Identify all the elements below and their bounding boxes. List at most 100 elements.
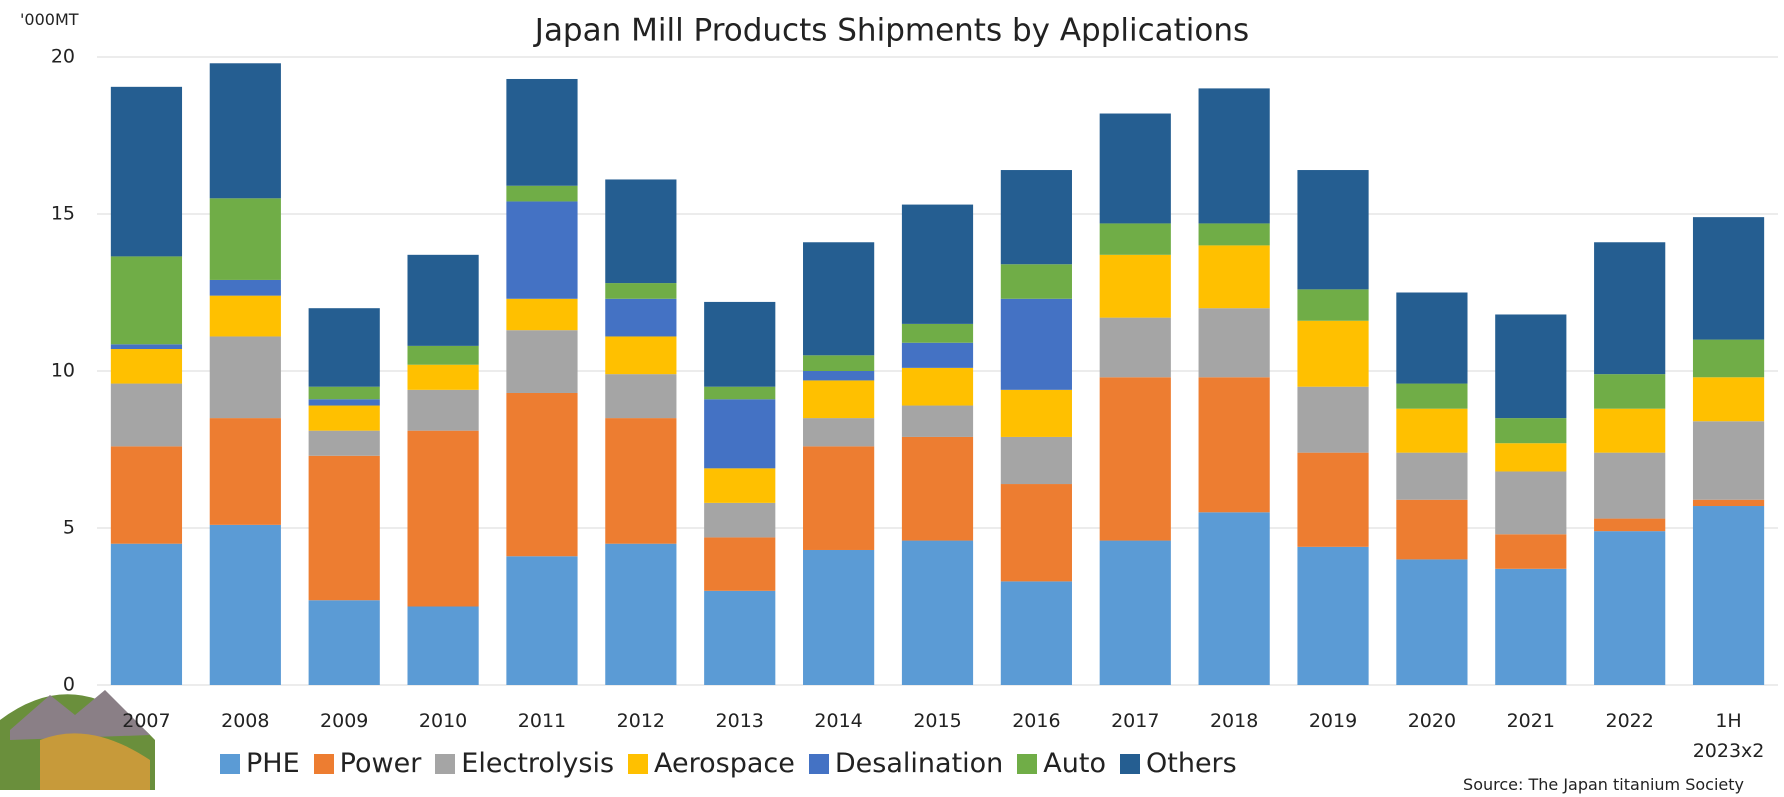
bar-segment — [803, 446, 875, 550]
legend-item: Others — [1120, 748, 1237, 779]
x-tick-label: 2022 — [1605, 710, 1654, 732]
x-tick-label: 2010 — [418, 710, 468, 732]
y-axis-unit: '000MT — [20, 10, 79, 29]
bar-segment — [506, 298, 578, 331]
bar-segment — [308, 386, 380, 400]
bar-segment — [110, 86, 183, 257]
bar-segment — [1396, 499, 1468, 560]
legend-swatch — [808, 753, 829, 774]
bar-segment — [1297, 546, 1369, 685]
legend-item: Aerospace — [628, 748, 795, 779]
bar-segment — [1396, 383, 1468, 409]
bar-segment — [506, 330, 578, 393]
bar-segment — [803, 371, 875, 381]
bar-segment — [605, 374, 677, 419]
bar-segment — [803, 380, 875, 419]
legend-swatch — [1017, 753, 1038, 774]
legend-swatch — [220, 753, 240, 774]
bar-segment — [110, 543, 183, 685]
bar-segment — [1692, 217, 1765, 340]
bar-segment — [1297, 289, 1369, 321]
bar-segment — [110, 344, 183, 350]
x-tick-label: 2017 — [1111, 710, 1160, 732]
bar-segment — [704, 590, 776, 685]
bar-segment — [704, 537, 776, 591]
x-tick-label: 2020 — [1407, 710, 1457, 732]
x-tick-label: 2009 — [320, 710, 369, 732]
legend-item: Electrolysis — [435, 748, 614, 779]
bar-segment — [803, 242, 875, 356]
bar-segment — [308, 308, 380, 387]
x-tick-label: 2021 — [1506, 710, 1555, 732]
bar-segment — [901, 367, 974, 406]
bar-segment — [704, 502, 776, 538]
legend-swatch — [313, 753, 334, 774]
legend-swatch — [628, 753, 649, 774]
bar-segment — [901, 204, 974, 324]
bar-segment — [308, 430, 380, 456]
legend-label: Electrolysis — [461, 748, 615, 779]
bar-segment — [1594, 452, 1666, 519]
legend-item: PHE — [220, 748, 300, 779]
bar-segment — [1396, 292, 1468, 384]
bar-segment — [605, 418, 677, 544]
x-tick-label: 2013 — [715, 710, 764, 732]
bar-segment — [1198, 308, 1270, 378]
bar-segment — [1396, 408, 1468, 453]
chart-title: Japan Mill Products Shipments by Applica… — [533, 13, 1249, 49]
bar-segment — [1692, 499, 1765, 507]
source-note: Source: The Japan titanium Society — [1463, 775, 1744, 794]
legend-label: Power — [339, 748, 422, 779]
bar-segment — [1594, 374, 1666, 409]
bar-segment — [704, 301, 776, 387]
bar-segment — [308, 600, 380, 685]
bar-segment — [407, 345, 479, 365]
x-tick-label: 2007 — [122, 710, 171, 732]
x-tick-label: 2018 — [1209, 710, 1259, 732]
legend-item: Desalination — [808, 748, 1004, 779]
bar-segment — [1000, 264, 1072, 299]
bar-segment — [1099, 540, 1171, 685]
legend-item: Power — [313, 748, 422, 779]
x-tick-label: 2019 — [1308, 710, 1358, 732]
legend-swatch — [1120, 753, 1140, 774]
bar-segment — [1000, 436, 1072, 485]
bar-segment — [605, 179, 677, 284]
bar-segment — [1495, 534, 1567, 569]
bar-segment — [1495, 443, 1567, 472]
bar-segment — [605, 543, 677, 685]
bar-segment — [704, 468, 776, 503]
bar-segment — [1000, 484, 1072, 582]
bar-segment — [1297, 320, 1369, 387]
x-tick-label: 2011 — [517, 710, 567, 732]
bar-segment — [308, 405, 380, 431]
bar-segment — [1000, 389, 1072, 437]
y-tick-label: 20 — [51, 46, 75, 68]
bar-segment — [407, 606, 479, 685]
legend-label: Others — [1146, 748, 1237, 779]
legend-label: PHE — [246, 748, 300, 779]
bar-segment — [209, 418, 281, 525]
bar-segment — [1000, 298, 1072, 390]
bar-segment — [1692, 339, 1765, 378]
bar-segment — [110, 383, 183, 447]
bar-segment — [1495, 568, 1567, 685]
bar-segment — [1099, 377, 1171, 541]
bar-segment — [605, 298, 677, 337]
bar-segment — [1297, 386, 1369, 453]
bar-segment — [1495, 314, 1567, 419]
bar-segment — [110, 349, 183, 384]
bar-segment — [1692, 377, 1765, 422]
bar-segment — [209, 63, 281, 199]
bar-segment — [1198, 245, 1270, 309]
legend-swatch — [435, 753, 456, 774]
bar-segment — [209, 524, 281, 685]
bar-segment — [110, 446, 183, 544]
bar-segment — [901, 540, 974, 685]
bar-segment — [506, 185, 578, 202]
bar-segment — [209, 336, 281, 419]
bar-segment — [1692, 506, 1765, 685]
bar-segment — [1198, 223, 1270, 246]
legend-label: Desalination — [834, 748, 1004, 779]
